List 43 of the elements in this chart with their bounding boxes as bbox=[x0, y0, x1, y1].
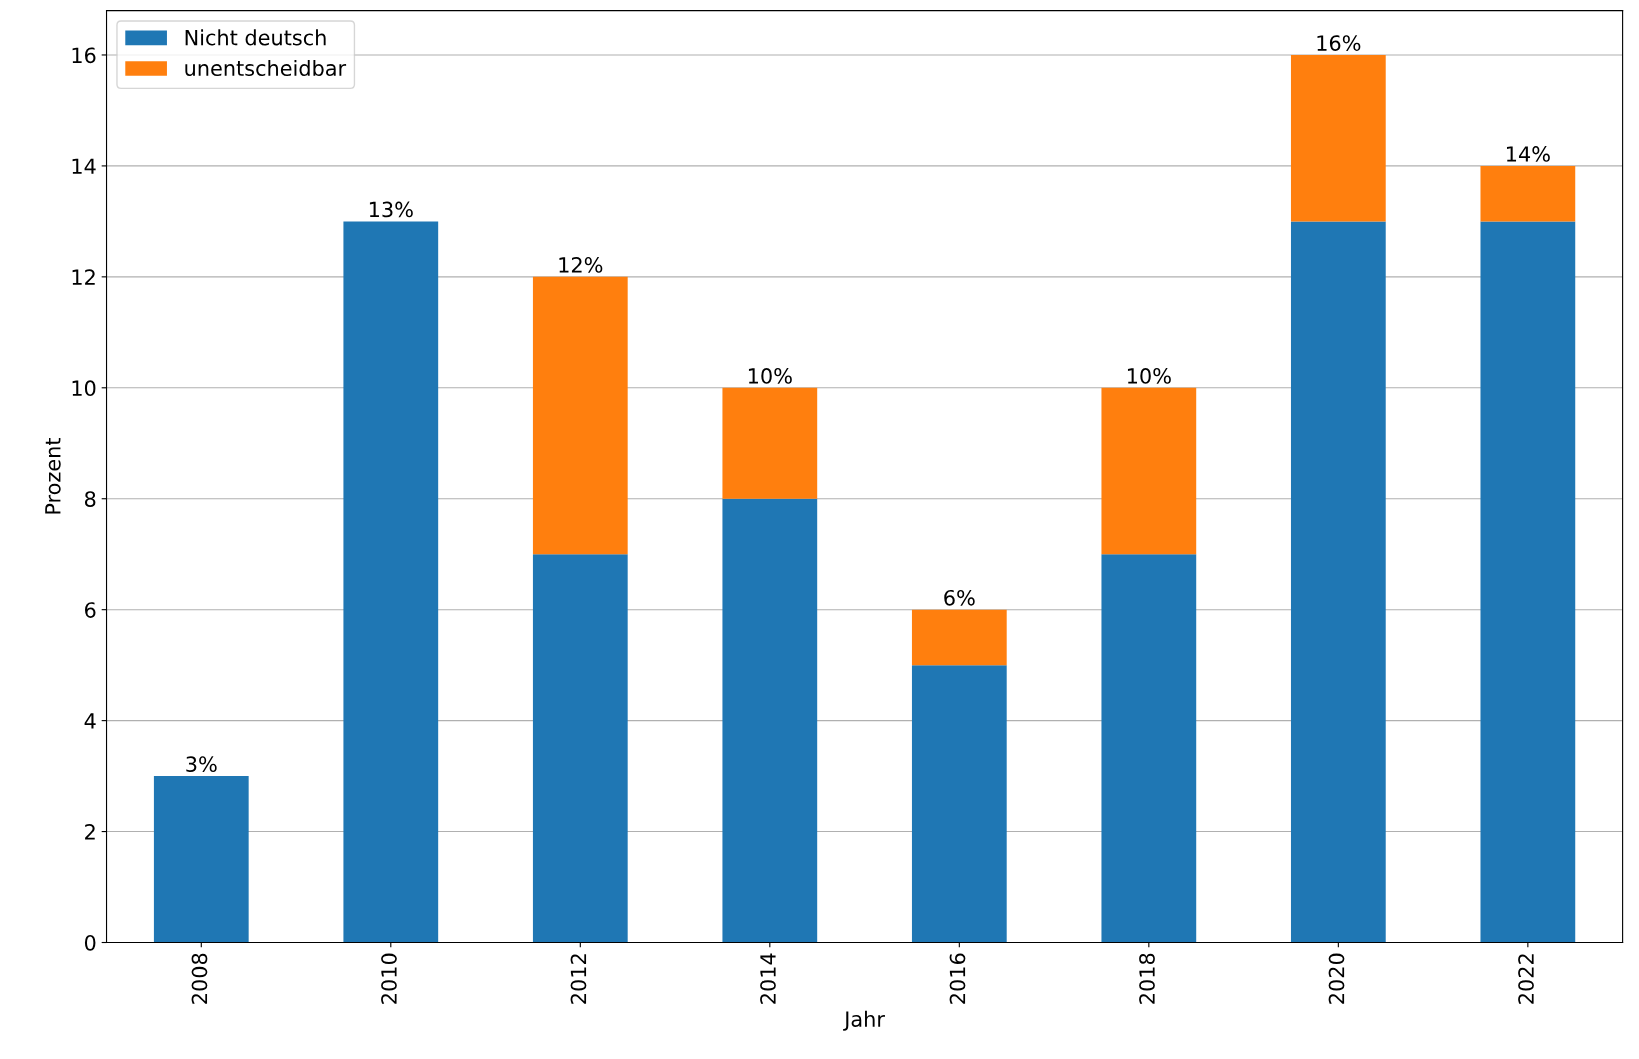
y-tick-label: 12 bbox=[72, 269, 95, 285]
y-tick-label: 8 bbox=[84, 491, 96, 507]
bar bbox=[1290, 54, 1386, 222]
bar bbox=[1101, 554, 1197, 943]
y-tick-label: 0 bbox=[84, 934, 96, 951]
y-tick-label: 2 bbox=[85, 824, 95, 840]
total-label: 10% bbox=[748, 368, 792, 384]
bar bbox=[911, 609, 1007, 666]
bar bbox=[911, 665, 1007, 943]
bar bbox=[1101, 387, 1197, 555]
x-tick-label: 2018 bbox=[1139, 953, 1155, 1004]
bar bbox=[722, 387, 818, 499]
y-tick-label: 6 bbox=[85, 602, 96, 618]
y-tick-label: 4 bbox=[84, 713, 96, 729]
x-axis-title: Jahr bbox=[843, 1010, 885, 1031]
x-tick-label: 2020 bbox=[1328, 953, 1345, 1004]
x-tick-label: 2008 bbox=[191, 953, 208, 1004]
y-tick-label: 14 bbox=[72, 158, 96, 174]
total-label: 16% bbox=[1317, 35, 1361, 51]
bar bbox=[722, 498, 818, 943]
x-tick-label: 2016 bbox=[949, 953, 966, 1004]
legend-label: Nicht deutsch bbox=[185, 29, 326, 46]
bar bbox=[532, 276, 628, 555]
total-label: 13% bbox=[369, 201, 413, 218]
x-tick-label: 2022 bbox=[1518, 954, 1534, 1004]
bar bbox=[153, 776, 249, 943]
y-tick-label: 10 bbox=[72, 380, 96, 397]
total-label: 3% bbox=[186, 756, 217, 773]
bar bbox=[1290, 221, 1386, 943]
y-axis-title: Prozent bbox=[45, 437, 61, 514]
legend-label: unentscheidbar bbox=[185, 59, 347, 77]
total-label: 6% bbox=[944, 589, 975, 606]
bar bbox=[1480, 221, 1576, 943]
total-label: 10% bbox=[1127, 368, 1171, 384]
x-tick-label: 2014 bbox=[760, 953, 776, 1004]
x-tick-label: 2012 bbox=[570, 954, 587, 1004]
y-tick-label: 16 bbox=[72, 47, 96, 64]
bar bbox=[1480, 165, 1576, 222]
total-label: 12% bbox=[559, 257, 603, 273]
total-label: 14% bbox=[1506, 146, 1550, 162]
bar bbox=[532, 554, 628, 943]
bar bbox=[343, 221, 439, 943]
x-tick-label: 2010 bbox=[381, 953, 397, 1004]
